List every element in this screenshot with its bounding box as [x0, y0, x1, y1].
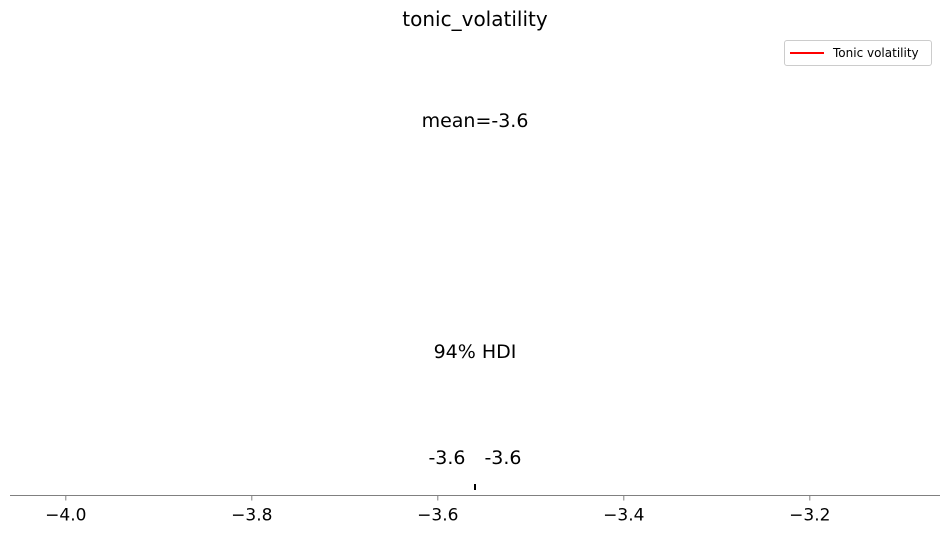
- mean-label: mean=-3.6: [422, 110, 529, 132]
- hdi-high-label: -3.6: [484, 447, 521, 469]
- hdi-low-label: -3.6: [428, 447, 465, 469]
- legend-swatch-tonic-volatility: [790, 52, 824, 54]
- hdi-label: 94% HDI: [434, 341, 517, 363]
- x-tick-label: −3.2: [789, 506, 830, 526]
- x-tick-label: −3.6: [417, 506, 458, 526]
- x-axis-ticks: −4.0 −3.8 −3.6 −3.4 −3.2: [45, 495, 830, 526]
- x-tick-label: −3.4: [603, 506, 644, 526]
- chart-title: tonic_volatility: [402, 7, 548, 31]
- x-tick-label: −4.0: [45, 506, 86, 526]
- x-tick-label: −3.8: [231, 506, 272, 526]
- legend-label-tonic-volatility: Tonic volatility: [833, 46, 919, 60]
- legend: Tonic volatility: [784, 40, 932, 66]
